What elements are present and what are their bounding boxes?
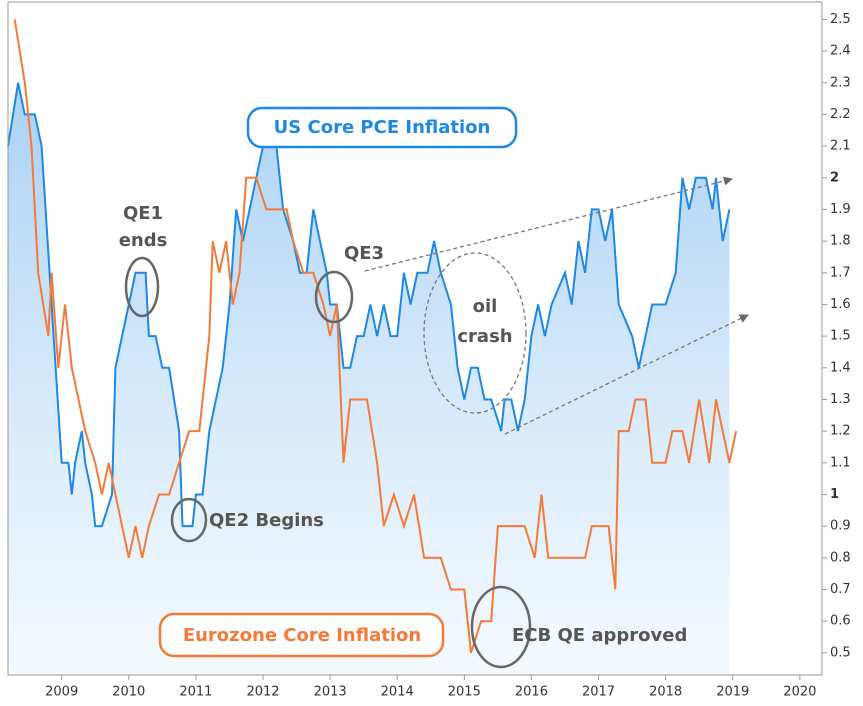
y-tick-label: 2.5 — [830, 12, 851, 27]
y-tick-label: 1.7 — [830, 265, 851, 280]
qe1-circle — [124, 256, 160, 318]
x-tick-label: 2014 — [381, 685, 414, 700]
y-tick-label: 1.5 — [830, 329, 851, 344]
y-tick-label: 1.4 — [830, 360, 851, 375]
annotation: QE2 Begins — [209, 510, 324, 531]
circles — [124, 256, 532, 669]
y-tick-label: 2 — [830, 170, 839, 185]
x-tick-label: 2020 — [783, 685, 816, 700]
annotation: crash — [457, 326, 512, 347]
y-tick-label: 2.2 — [830, 107, 851, 122]
y-tick-label: 2.3 — [830, 75, 851, 90]
line — [7, 82, 731, 528]
x-tick-label: 2019 — [716, 685, 749, 700]
annotation: oil — [473, 296, 498, 317]
y-tick-label: 1 — [830, 487, 839, 502]
x-tick-label: 2018 — [649, 685, 682, 700]
y-tick-label: 1.2 — [830, 424, 851, 439]
x-tick-label: 2012 — [246, 685, 279, 700]
qe3-circle — [314, 270, 354, 324]
y-tick-label: 0.6 — [830, 614, 851, 629]
annotation: ECB QE approved — [512, 625, 687, 646]
x-tick-label: 2016 — [515, 685, 548, 700]
y-tick-label: 2.1 — [830, 139, 851, 154]
y-tick-label: 2.4 — [830, 44, 851, 59]
ecb-circle — [470, 585, 532, 669]
oil-crash-ellipse — [423, 252, 527, 414]
y-tick-label: 1.3 — [830, 392, 851, 407]
euro-label: Eurozone Core Inflation — [183, 625, 421, 646]
qe2-circle — [170, 497, 208, 543]
annotation: QE3 — [344, 243, 384, 264]
y-tick-label: 0.5 — [830, 645, 851, 660]
x-tick-label: 2011 — [179, 685, 212, 700]
annotation: QE1 — [123, 203, 163, 224]
us-label: US Core PCE Inflation — [274, 117, 491, 138]
x-tick-label: 2009 — [45, 685, 78, 700]
us-label-box — [246, 106, 518, 149]
y-tick-label: 1.1 — [830, 455, 851, 470]
y-tick-label: 0.7 — [830, 582, 851, 597]
euro-label-box — [158, 612, 445, 658]
x-tick-label: 2017 — [582, 685, 615, 700]
y-tick-label: 0.9 — [830, 519, 851, 534]
y-tick-label: 1.9 — [830, 202, 851, 217]
line — [13, 19, 738, 654]
plot-frame — [7, 1, 823, 676]
annotation: ends — [119, 230, 168, 251]
y-tick-label: 1.8 — [830, 234, 851, 249]
x-tick-label: 2013 — [314, 685, 347, 700]
trend-arrow — [364, 176, 733, 272]
x-tick-label: 2010 — [112, 685, 145, 700]
y-tick-label: 1.6 — [830, 297, 851, 312]
y-tick-label: 0.8 — [830, 550, 851, 565]
area — [8, 82, 730, 676]
trend-arrow — [504, 314, 749, 435]
x-tick-label: 2015 — [448, 685, 481, 700]
